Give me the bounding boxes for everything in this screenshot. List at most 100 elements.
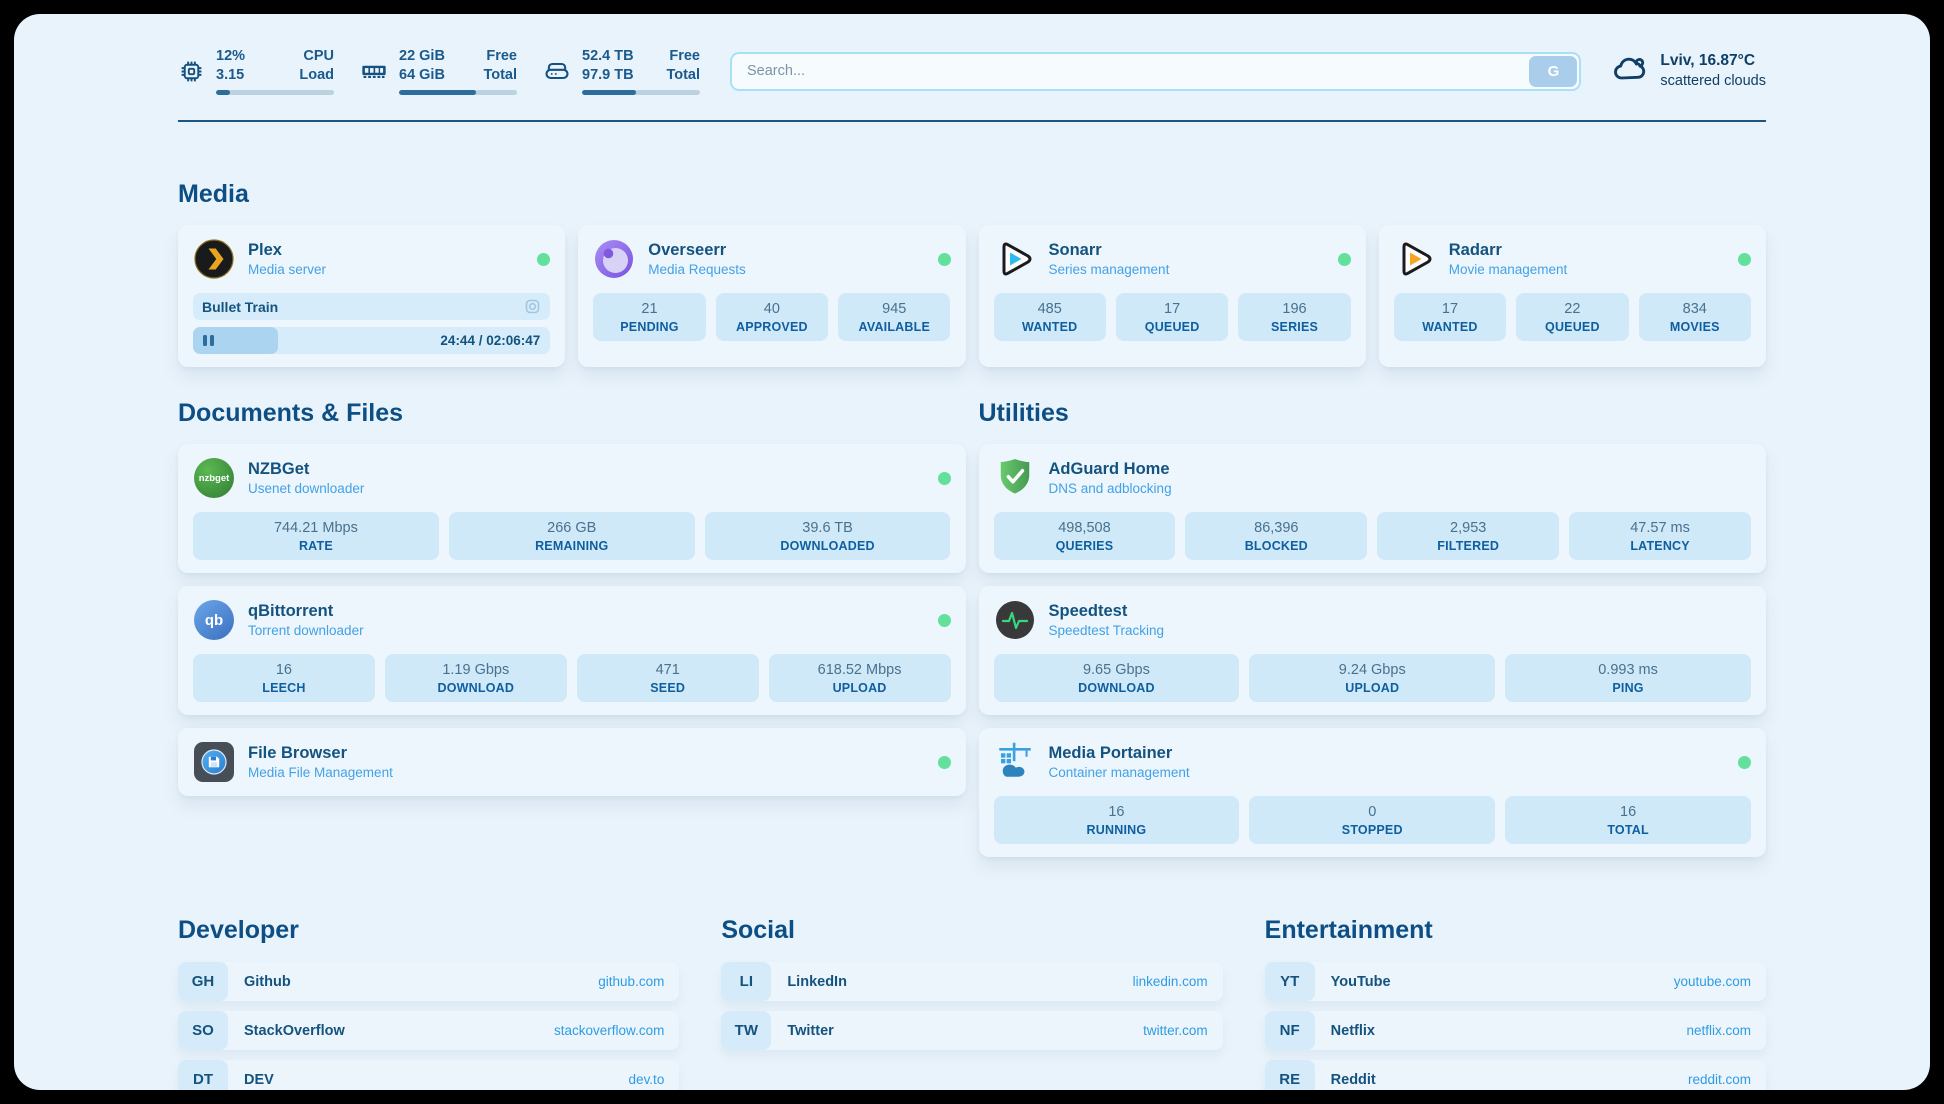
- service-card-qbittorrent[interactable]: qb qBittorrent Torrent downloader 16 LEEC…: [178, 586, 966, 715]
- status-dot: [937, 471, 951, 485]
- bookmark-url: linkedin.com: [1132, 974, 1208, 989]
- social-column: Social LI LinkedIn linkedin.com TW Twitt…: [721, 916, 1223, 1090]
- bookmark-github[interactable]: GH Github github.com: [178, 962, 680, 1001]
- service-card-speedtest[interactable]: Speedtest Speedtest Tracking 9.65 Gbps DO…: [978, 586, 1766, 715]
- service-card-portainer[interactable]: Media Portainer Container management 16 R…: [978, 728, 1766, 857]
- documents-column: Documents & Files nzbget NZBGet Usenet d…: [178, 399, 966, 809]
- media-card-grid: Plex Media server Bullet Train 24:44 / 0…: [178, 225, 1766, 367]
- service-title: AdGuard Home: [1048, 460, 1170, 478]
- bookmark-twitter[interactable]: TW Twitter twitter.com: [721, 1011, 1223, 1050]
- qbittorrent-icon: qb: [193, 599, 235, 641]
- overseerr-icon: [593, 238, 635, 280]
- status-dot: [937, 252, 951, 266]
- bookmark-name: Netflix: [1330, 1022, 1375, 1039]
- service-subtitle: Media Requests: [648, 262, 746, 277]
- section-heading-developer: Developer: [178, 916, 299, 944]
- stat-tile: 485 WANTED: [993, 293, 1106, 341]
- service-subtitle: Series management: [1048, 262, 1170, 277]
- bookmark-url: youtube.com: [1673, 974, 1751, 989]
- sonarr-icon: [994, 238, 1036, 280]
- service-title: File Browser: [248, 744, 348, 762]
- search-engine-button[interactable]: G: [1529, 55, 1578, 87]
- service-title: Sonarr: [1048, 241, 1102, 259]
- status-dot: [1337, 252, 1351, 266]
- stat-tile: 0 STOPPED: [1249, 796, 1496, 844]
- bookmark-reddit[interactable]: RE Reddit reddit.com: [1264, 1060, 1766, 1090]
- search-input[interactable]: [730, 51, 1582, 91]
- now-playing-row: Bullet Train: [193, 293, 551, 320]
- stat-tile: 196 SERIES: [1238, 293, 1351, 341]
- bookmark-name: Twitter: [787, 1022, 834, 1039]
- status-dot: [937, 755, 951, 769]
- cpu-load-label: Load: [299, 67, 334, 83]
- stat-tile: 22 QUEUED: [1516, 293, 1629, 341]
- disk-free-value: 52.4 TB: [582, 48, 634, 65]
- bookmark-name: Github: [244, 973, 291, 990]
- cpu-percent: 12%: [216, 48, 246, 65]
- bookmark-linkedin[interactable]: LI LinkedIn linkedin.com: [721, 962, 1223, 1001]
- bookmark-stackoverflow[interactable]: SO StackOverflow stackoverflow.com: [178, 1011, 680, 1050]
- disk-progress: [582, 89, 700, 95]
- playback-progress: 24:44 / 02:06:47: [193, 327, 551, 354]
- disk-stat: 52.4 TB Free 97.9 TB Total: [543, 47, 700, 95]
- ram-icon: [360, 57, 388, 85]
- weather-widget: Lviv, 16.87°C scattered clouds: [1611, 51, 1766, 92]
- adguard-icon: [994, 457, 1036, 499]
- entertainment-column: Entertainment YT YouTube youtube.com NF …: [1264, 916, 1766, 1090]
- top-bar: 12% CPU 3.15 Load 22 GiB Free 64 GiB T: [178, 42, 1766, 100]
- bookmark-abbr: NF: [1264, 1011, 1315, 1050]
- portainer-icon: [994, 741, 1036, 783]
- bookmark-url: github.com: [598, 974, 665, 989]
- service-card-sonarr[interactable]: Sonarr Series management 485 WANTED 17 QUE…: [978, 225, 1366, 367]
- bookmark-dev[interactable]: DT DEV dev.to: [178, 1060, 680, 1090]
- status-dot: [1738, 252, 1751, 266]
- stat-tile: 498,508 QUERIES: [993, 512, 1176, 560]
- stat-tile: 9.24 Gbps UPLOAD: [1249, 654, 1496, 702]
- bookmark-name: DEV: [244, 1071, 274, 1088]
- bookmark-abbr: GH: [178, 962, 228, 1001]
- service-title: Plex: [248, 241, 282, 259]
- stat-tile: 39.6 TB DOWNLOADED: [704, 512, 951, 560]
- service-card-overseerr[interactable]: Overseerr Media Requests 21 PENDING 40 APP…: [578, 225, 966, 367]
- bookmark-url: dev.to: [628, 1072, 665, 1087]
- stat-tile: 744.21 Mbps RATE: [193, 512, 439, 560]
- stat-tile: 618.52 Mbps UPLOAD: [768, 654, 951, 702]
- cast-icon[interactable]: [524, 298, 541, 315]
- header-divider: [178, 120, 1766, 122]
- disk-icon: [543, 57, 571, 85]
- service-subtitle: Usenet downloader: [248, 481, 365, 496]
- stat-tile: 17 QUEUED: [1115, 293, 1229, 341]
- bookmark-name: YouTube: [1330, 973, 1391, 990]
- section-heading-social: Social: [721, 916, 795, 944]
- bookmark-abbr: TW: [721, 1011, 772, 1050]
- service-card-plex[interactable]: Plex Media server Bullet Train 24:44 / 0…: [178, 225, 566, 367]
- bookmark-name: LinkedIn: [787, 973, 847, 990]
- service-card-radarr[interactable]: Radarr Movie management 17 WANTED 22 QUEUE…: [1378, 225, 1766, 367]
- bookmark-abbr: LI: [721, 962, 772, 1001]
- ram-progress: [399, 89, 517, 95]
- bookmark-abbr: SO: [178, 1011, 228, 1050]
- section-heading-documents: Documents & Files: [178, 399, 404, 427]
- cpu-stat: 12% CPU 3.15 Load: [178, 47, 334, 95]
- service-subtitle: Movie management: [1448, 262, 1568, 277]
- bookmark-netflix[interactable]: NF Netflix netflix.com: [1264, 1011, 1766, 1050]
- bookmark-youtube[interactable]: YT YouTube youtube.com: [1264, 962, 1766, 1001]
- status-dot: [937, 613, 951, 627]
- disk-free-label: Free: [669, 48, 700, 65]
- service-title: Media Portainer: [1048, 744, 1173, 762]
- stat-tile: 2,953 FILTERED: [1377, 512, 1560, 560]
- radarr-icon: [1394, 238, 1436, 280]
- ram-stat: 22 GiB Free 64 GiB Total: [360, 47, 517, 95]
- service-title: Speedtest: [1048, 602, 1128, 620]
- stat-tile: 86,396 BLOCKED: [1185, 512, 1368, 560]
- service-card-adguard[interactable]: AdGuard Home DNS and adblocking 498,508 Q…: [978, 444, 1766, 573]
- search-bar: G: [730, 51, 1582, 91]
- stat-tile: 16 LEECH: [193, 654, 375, 702]
- playback-time: 24:44 / 02:06:47: [440, 333, 541, 348]
- bookmark-url: twitter.com: [1143, 1023, 1208, 1038]
- bookmark-url: reddit.com: [1687, 1072, 1751, 1087]
- disk-total-value: 97.9 TB: [582, 67, 634, 83]
- service-title: qBittorrent: [248, 602, 334, 620]
- service-card-nzbget[interactable]: nzbget NZBGet Usenet downloader 744.21 M…: [178, 444, 966, 573]
- service-card-filebrowser[interactable]: File Browser Media File Management: [178, 728, 966, 796]
